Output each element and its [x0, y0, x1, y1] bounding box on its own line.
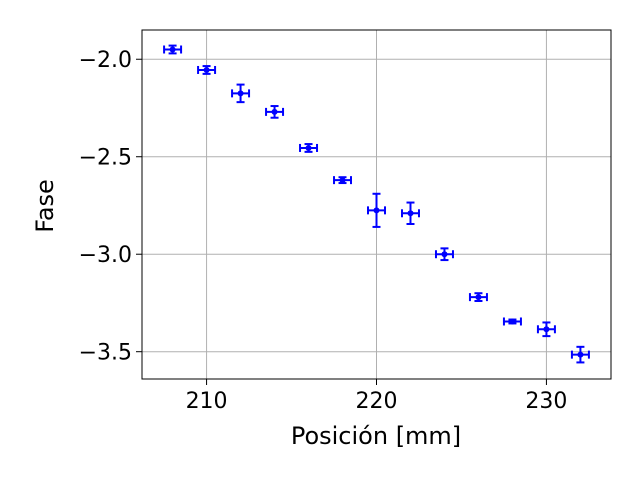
y-tick-label: −3.5 [79, 341, 132, 366]
data-point [231, 83, 251, 104]
grid [142, 30, 611, 379]
data-point [299, 143, 319, 153]
y-axis-label: Fase [31, 179, 59, 233]
data-marker [373, 207, 380, 214]
data-point [536, 321, 556, 338]
y-tick-label: −2.0 [79, 48, 132, 73]
x-axis-label: Posición [mm] [291, 422, 461, 450]
y-tick-label: −3.0 [79, 243, 132, 268]
data-point [367, 192, 386, 228]
x-tick-label: 230 [525, 389, 567, 414]
data-marker [169, 46, 176, 53]
x-tick-label: 220 [356, 389, 398, 414]
data-marker [271, 108, 278, 115]
data-point [333, 176, 353, 185]
data-series [163, 44, 590, 364]
data-point [434, 247, 454, 262]
data-marker [203, 66, 210, 73]
data-point [400, 201, 420, 225]
data-marker [543, 326, 550, 333]
data-point [265, 105, 285, 119]
data-marker [339, 177, 346, 184]
data-marker [441, 251, 448, 258]
data-marker [509, 318, 516, 325]
x-tick-label: 210 [186, 389, 228, 414]
y-tick-label: −2.5 [79, 146, 132, 171]
data-marker [305, 144, 312, 151]
ticks: 210 220 230 −2.0 −2.5 −3.0 −3.5 [79, 48, 568, 414]
data-point [502, 317, 522, 326]
data-point [163, 44, 183, 55]
data-marker [407, 210, 414, 217]
data-marker [577, 351, 584, 358]
data-point [468, 292, 488, 303]
data-point [197, 65, 217, 75]
data-marker [475, 294, 482, 301]
data-marker [237, 90, 244, 97]
data-point [570, 345, 590, 364]
